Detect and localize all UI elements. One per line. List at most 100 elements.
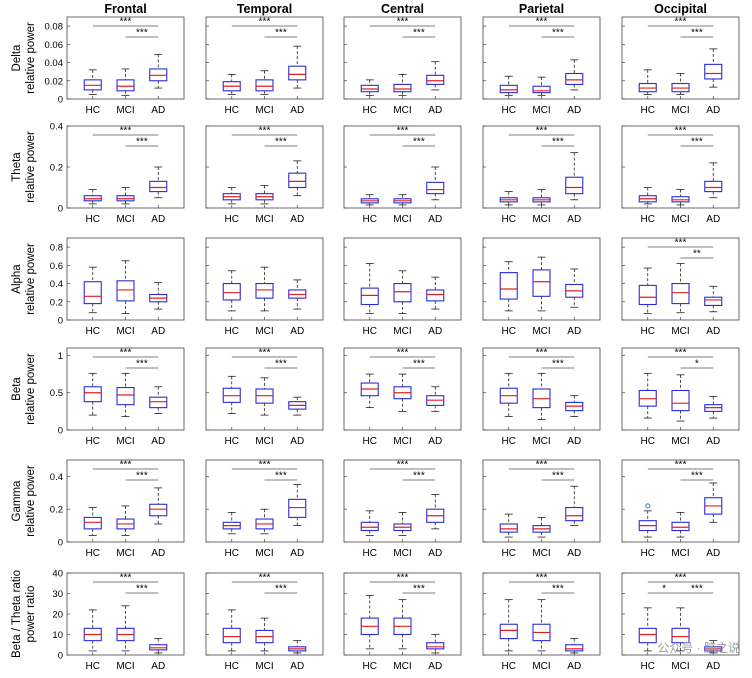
box-hc <box>83 516 102 530</box>
significance-label: *** <box>275 584 287 595</box>
x-category-label: AD <box>151 661 165 672</box>
x-category-label: AD <box>567 326 581 337</box>
column-title-central: Central <box>381 2 424 16</box>
box-ad <box>426 642 445 650</box>
column-title-frontal: Frontal <box>104 2 146 16</box>
y-tick-label: 0.4 <box>50 472 63 483</box>
significance-label: *** <box>552 584 564 595</box>
significance-label: *** <box>275 137 287 148</box>
significance-label: *** <box>136 359 148 370</box>
box-ad <box>426 181 445 195</box>
panel-parietal-row-3: HC MCI AD <box>482 237 601 337</box>
y-tick-label: 0 <box>58 538 63 549</box>
box-ad <box>565 507 584 522</box>
x-category-label: MCI <box>116 105 134 116</box>
panel-temporal-row-4: HC MCI AD *** *** <box>205 348 324 447</box>
x-category-label: AD <box>567 105 581 116</box>
x-category-label: AD <box>567 436 581 447</box>
box-ad <box>565 72 584 85</box>
significance-label: *** <box>691 28 703 39</box>
y-tick-label: 10 <box>52 630 63 641</box>
panel-frontal-row-3: 0 0.2 0.4 0.6 0.8 HC MCI AD <box>50 237 185 337</box>
x-category-label: HC <box>363 548 377 559</box>
x-category-label: AD <box>290 326 304 337</box>
y-axis-label: relative power <box>25 353 37 425</box>
x-category-label: HC <box>641 661 655 672</box>
significance-label: *** <box>120 460 132 471</box>
significance-label: *** <box>536 17 548 28</box>
significance-label: *** <box>275 28 287 39</box>
y-tick-label: 0.06 <box>45 40 64 51</box>
box-hc <box>499 272 518 300</box>
x-category-label: AD <box>290 214 304 225</box>
significance-label: *** <box>120 126 132 137</box>
significance-label: *** <box>413 471 425 482</box>
y-tick-label: 0.2 <box>50 163 63 174</box>
x-category-label: HC <box>225 436 239 447</box>
significance-label: *** <box>675 238 687 249</box>
x-category-label: AD <box>428 326 442 337</box>
panel-central-row-1: HC MCI AD *** *** <box>343 17 462 116</box>
x-category-label: HC <box>363 105 377 116</box>
x-category-label: MCI <box>255 326 273 337</box>
x-category-label: MCI <box>116 436 134 447</box>
y-tick-label: 0 <box>58 204 63 215</box>
x-category-label: AD <box>151 548 165 559</box>
x-category-label: AD <box>290 436 304 447</box>
x-category-label: HC <box>363 214 377 225</box>
x-category-label: MCI <box>393 436 411 447</box>
column-title-parietal: Parietal <box>519 2 564 16</box>
significance-label: *** <box>552 28 564 39</box>
x-category-label: MCI <box>532 214 550 225</box>
x-category-label: HC <box>502 214 516 225</box>
x-category-label: MCI <box>255 214 273 225</box>
x-category-label: HC <box>502 436 516 447</box>
outlier-point <box>645 503 651 509</box>
x-category-label: HC <box>225 105 239 116</box>
x-category-label: HC <box>86 548 100 559</box>
box-mci <box>532 269 551 297</box>
box-mci <box>671 283 690 305</box>
y-tick-label: 0.8 <box>50 243 63 254</box>
panel-central-row-4: HC MCI AD *** *** <box>343 348 462 447</box>
significance-label: *** <box>136 28 148 39</box>
significance-label: *** <box>536 460 548 471</box>
box-hc <box>499 84 518 94</box>
box-ad <box>426 289 445 302</box>
x-category-label: AD <box>706 326 720 337</box>
box-ad <box>288 65 307 81</box>
x-category-label: HC <box>225 326 239 337</box>
y-tick-label: 0.2 <box>50 297 63 308</box>
significance-label: *** <box>536 573 548 584</box>
x-category-label: HC <box>502 326 516 337</box>
significance-label: *** <box>259 460 271 471</box>
x-category-label: HC <box>502 661 516 672</box>
y-tick-label: 20 <box>52 610 63 621</box>
y-tick-label: 0.6 <box>50 261 63 272</box>
significance-label: *** <box>675 460 687 471</box>
significance-label: *** <box>675 126 687 137</box>
x-category-label: MCI <box>671 661 689 672</box>
panel-occipital-row-4: HC MCI AD**** <box>621 348 740 447</box>
box-mci <box>532 85 551 94</box>
x-category-label: MCI <box>255 548 273 559</box>
box-hc <box>83 281 102 305</box>
y-tick-label: 1 <box>58 351 63 362</box>
y-axis-label: relative power <box>25 243 37 315</box>
y-tick-label: 0.4 <box>50 279 63 290</box>
panel-central-row-6: HC MCI AD *** *** <box>343 573 462 672</box>
y-axis-label: Theta <box>11 152 23 182</box>
significance-label: *** <box>675 17 687 28</box>
y-axis-label: relative power <box>25 22 37 94</box>
box-mci <box>255 283 274 299</box>
panel-frontal-row-6: 0 10 20 30 40 HC MCI AD *** *** <box>52 569 185 672</box>
x-category-label: AD <box>151 105 165 116</box>
significance-label: *** <box>120 573 132 584</box>
panel-frontal-row-2: 0 0.2 0.4 HC MCI AD *** *** <box>50 122 185 225</box>
x-category-label: HC <box>641 214 655 225</box>
box-hc <box>499 523 518 533</box>
significance-label: *** <box>136 137 148 148</box>
box-ad <box>288 498 307 518</box>
x-category-label: MCI <box>255 661 273 672</box>
